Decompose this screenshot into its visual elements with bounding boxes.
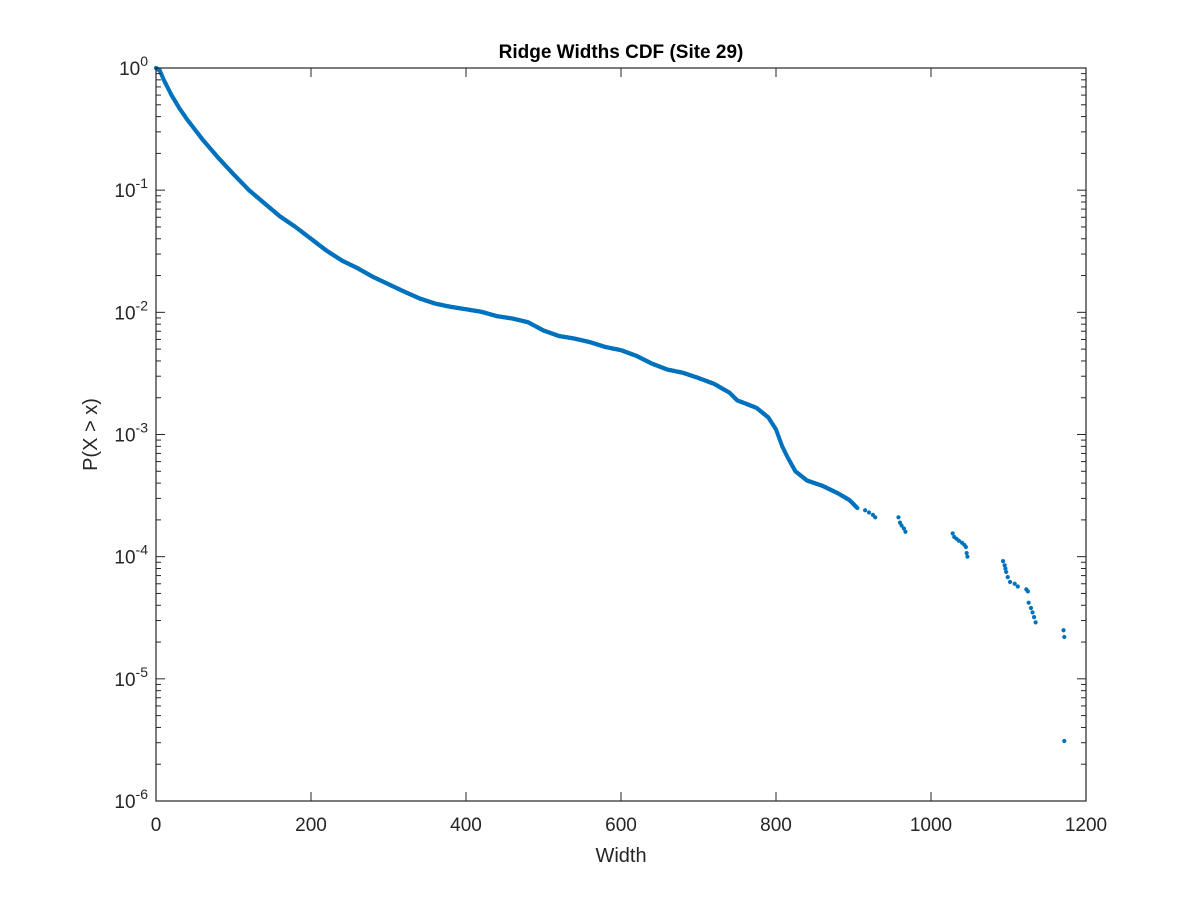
data-point xyxy=(1004,569,1009,575)
data-point xyxy=(1028,605,1034,611)
y-axis: 10-6 10-5 10-4 10-3 10-2 10-1 100 xyxy=(114,53,1086,813)
x-axis: 0 200 400 600 800 1000 1200 xyxy=(151,68,1107,836)
x-tick-label: 1200 xyxy=(1065,815,1107,836)
plot-area xyxy=(153,65,1067,744)
data-point xyxy=(1026,600,1031,605)
data-point xyxy=(866,510,872,515)
x-tick-label: 800 xyxy=(760,815,792,836)
data-point xyxy=(1002,563,1007,568)
data-point xyxy=(899,523,904,528)
x-tick-label: 200 xyxy=(295,815,327,836)
x-tick-label: 600 xyxy=(605,815,637,836)
x-axis-label: Width xyxy=(595,845,646,867)
y-tick-label: 10-2 xyxy=(114,297,148,324)
x-tick-label: 400 xyxy=(450,815,482,836)
x-tick-label: 1000 xyxy=(910,815,952,836)
data-point xyxy=(1003,566,1008,571)
y-tick-label: 10-1 xyxy=(114,175,148,202)
data-point xyxy=(1033,620,1038,625)
y-tick-label: 10-5 xyxy=(114,664,148,691)
data-point xyxy=(963,544,968,550)
chart-title: Ridge Widths CDF (Site 29) xyxy=(499,42,744,63)
data-point xyxy=(1031,615,1037,620)
data-point xyxy=(1030,610,1035,615)
data-point xyxy=(863,508,868,513)
y-tick-label: 100 xyxy=(119,53,148,80)
data-point xyxy=(1015,584,1020,589)
data-point xyxy=(873,515,878,520)
y-tick-label: 10-6 xyxy=(114,786,148,813)
data-point xyxy=(1061,628,1066,633)
data-point xyxy=(855,505,860,511)
data-point xyxy=(1062,634,1067,640)
data-point xyxy=(956,538,962,543)
y-tick-label: 10-3 xyxy=(114,420,148,447)
y-axis-label: P(X > x) xyxy=(80,398,102,471)
y-tick-label: 10-4 xyxy=(114,542,148,569)
data-point xyxy=(896,515,901,520)
data-point xyxy=(950,531,955,536)
x-tick-label: 0 xyxy=(151,815,162,836)
data-point xyxy=(1012,581,1017,586)
data-point xyxy=(1007,579,1013,585)
data-point xyxy=(903,529,908,534)
data-point xyxy=(1062,738,1067,744)
data-point xyxy=(965,554,970,559)
plot-frame xyxy=(155,67,1087,802)
data-point xyxy=(1025,589,1030,594)
data-point xyxy=(901,526,906,531)
data-point xyxy=(1005,575,1010,580)
data-point xyxy=(1000,558,1006,564)
data-point xyxy=(964,550,969,556)
